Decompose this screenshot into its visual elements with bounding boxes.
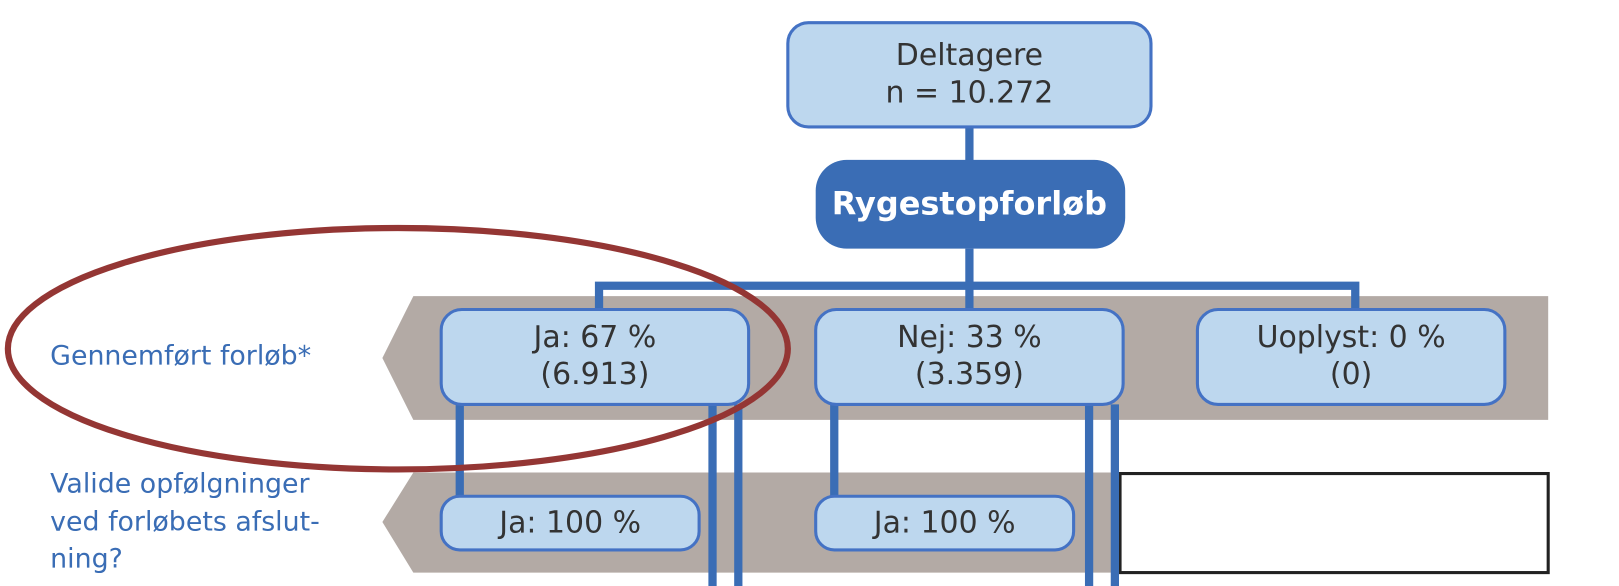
node-text: Uoplyst: 0 %: [1257, 320, 1446, 355]
connectors: [455, 126, 1360, 586]
process-text: Rygestopforløb: [832, 184, 1107, 222]
node-text: (0): [1330, 357, 1372, 392]
node-text: Ja: 100 %: [872, 506, 1016, 541]
node: [814, 494, 1076, 552]
node-text: Ja: 67 %: [532, 320, 657, 355]
node-text: (6.913): [540, 357, 649, 392]
node: [439, 494, 701, 552]
node-text: Deltagere: [896, 38, 1043, 73]
row-label: ning?: [50, 544, 123, 575]
node-text: Nej: 33 %: [897, 320, 1042, 355]
row-label: ved forløbets afslut-: [50, 507, 320, 538]
node: [814, 307, 1125, 406]
node: [439, 307, 751, 406]
highlight-ellipse: [4, 224, 791, 473]
node: [1195, 307, 1507, 406]
node-text: n = 10.272: [886, 75, 1054, 110]
row-label: Gennemført forløb*: [50, 340, 311, 371]
empty-cell: [1118, 471, 1550, 575]
node-text: (3.359): [915, 357, 1024, 392]
process-node: [815, 159, 1126, 249]
node-text: Ja: 100 %: [497, 506, 641, 541]
root-node: [786, 21, 1153, 129]
row-label: Valide opfølgninger: [50, 468, 310, 499]
